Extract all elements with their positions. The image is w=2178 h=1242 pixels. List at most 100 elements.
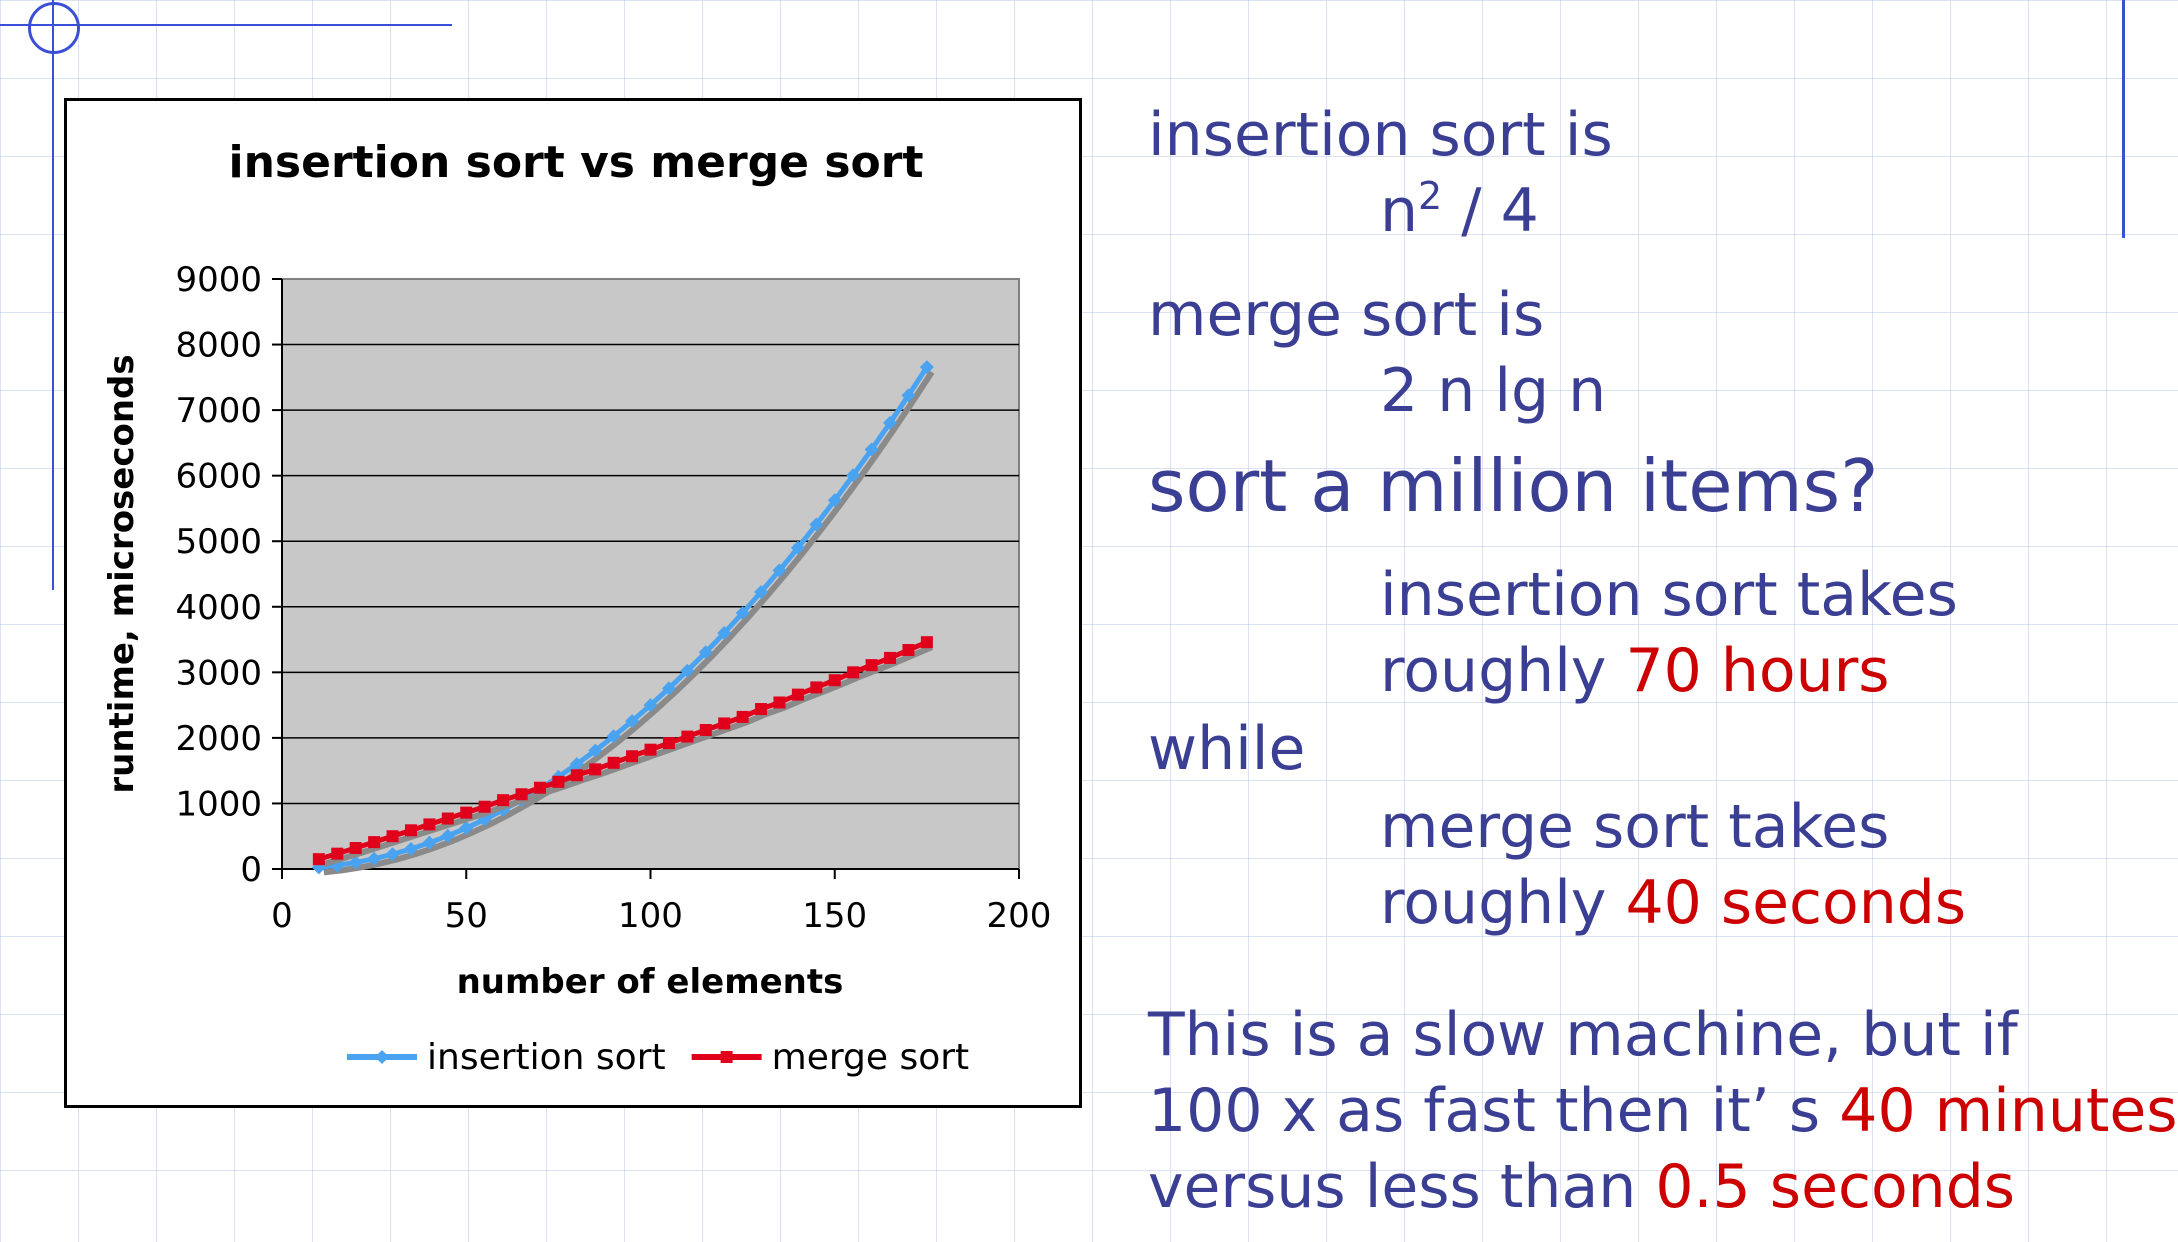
data-point-merge-sort (386, 830, 399, 843)
data-point-merge-sort (349, 842, 362, 855)
data-point-insertion-sort (754, 585, 769, 600)
plot-area (281, 278, 1020, 870)
data-point-merge-sort (607, 756, 620, 769)
data-point-insertion-sort (643, 698, 658, 713)
data-point-insertion-sort (883, 415, 898, 430)
corner-deco-horizontal-line (0, 24, 452, 26)
y-tick-label: 8000 (175, 326, 262, 366)
y-tick-label: 1000 (175, 784, 262, 824)
x-tick-label: 100 (618, 896, 683, 936)
data-point-merge-sort (552, 775, 565, 788)
y-tick-label: 0 (240, 850, 262, 890)
data-point-insertion-sort (459, 821, 474, 836)
series-shadow-merge-sort (322, 644, 934, 868)
legend-label-insertion-sort: insertion sort (427, 1037, 666, 1078)
data-point-insertion-sort (698, 645, 713, 660)
y-tick-label: 6000 (175, 457, 262, 497)
y-tick-label: 4000 (175, 588, 262, 628)
x-tick-label: 50 (445, 896, 488, 936)
data-point-merge-sort (368, 836, 381, 849)
data-point-insertion-sort (367, 851, 382, 866)
x-tick-label: 0 (271, 896, 293, 936)
data-point-merge-sort (497, 794, 510, 807)
data-point-insertion-sort (790, 540, 805, 555)
data-point-insertion-sort (717, 626, 732, 640)
data-point-merge-sort (736, 710, 749, 723)
roughly-label: roughly (1380, 868, 1626, 938)
data-point-insertion-sort (827, 493, 842, 508)
data-point-merge-sort (847, 666, 860, 679)
legend: insertion sort merge sort (347, 1037, 969, 1078)
insertion-takes-line: insertion sort takes (1380, 560, 1958, 630)
data-point-merge-sort (404, 824, 417, 837)
versus-text: versus less than (1148, 1152, 1656, 1222)
data-point-insertion-sort (606, 729, 621, 744)
data-point-insertion-sort (588, 743, 603, 758)
series-merge-sort (312, 636, 934, 868)
insertion-fast-highlight: 40 minutes (1839, 1076, 2178, 1146)
gridlines (282, 343, 1019, 805)
data-point-merge-sort (718, 717, 731, 730)
data-point-insertion-sort (772, 563, 787, 578)
y-tick-labels: 0 1000 2000 3000 4000 5000 6000 7000 8000 9000 (175, 260, 262, 890)
data-point-merge-sort (589, 763, 602, 776)
data-point-merge-sort (441, 812, 454, 825)
data-point-merge-sort (920, 636, 933, 649)
merge-sort-label: merge sort is (1148, 280, 1545, 350)
data-point-merge-sort (884, 651, 897, 664)
data-point-merge-sort (699, 724, 712, 737)
data-point-merge-sort (331, 847, 344, 860)
data-point-merge-sort (644, 743, 657, 756)
series-insertion-sort (311, 360, 935, 876)
y-tick-label: 2000 (175, 719, 262, 759)
insertion-sort-formula: n2 / 4 (1380, 174, 1539, 246)
data-point-merge-sort (626, 750, 639, 763)
data-point-insertion-sort (348, 855, 363, 870)
formula-rest: / 4 (1442, 176, 1539, 246)
data-point-merge-sort (515, 788, 528, 801)
y-tick-label: 3000 (175, 653, 262, 693)
series-layer (311, 360, 935, 876)
axes (272, 278, 1020, 879)
roughly-label: roughly (1380, 636, 1626, 706)
data-point-merge-sort (902, 644, 915, 657)
legend-marker-insertion-sort (375, 1050, 389, 1064)
chart-frame: insertion sort vs merge sort 0 1000 2000 30… (64, 98, 1082, 1108)
merge-time-highlight: 40 seconds (1625, 868, 1967, 938)
data-point-insertion-sort (901, 388, 916, 403)
versus-line: versus less than 0.5 seconds (1148, 1152, 2015, 1222)
x-tick-labels: 0 50 100 150 200 (271, 896, 1051, 936)
data-point-insertion-sort (422, 835, 437, 850)
legend-label-merge-sort: merge sort (772, 1037, 970, 1078)
insertion-roughly-line: roughly 70 hours (1380, 636, 1890, 706)
y-tick-label: 5000 (175, 522, 262, 562)
data-point-merge-sort (662, 737, 675, 750)
data-point-insertion-sort (440, 828, 455, 843)
series-line-merge-sort (318, 639, 928, 862)
data-point-merge-sort (533, 781, 546, 794)
data-point-merge-sort (312, 853, 325, 866)
data-point-insertion-sort (680, 663, 695, 678)
corner-deco-vertical-line (52, 0, 54, 590)
x-axis-title: number of elements (457, 962, 844, 1002)
data-point-insertion-sort (735, 605, 750, 620)
formula-n: n (1380, 176, 1419, 246)
y-tick-label: 9000 (175, 260, 262, 300)
data-point-insertion-sort (385, 847, 400, 862)
data-point-insertion-sort (569, 757, 584, 772)
x-tick-label: 150 (802, 896, 867, 936)
chart-title: insertion sort vs merge sort (229, 137, 924, 188)
fast-machine-line: 100 x as fast then it’ s 40 minutes (1148, 1076, 2178, 1146)
insertion-time-highlight: 70 hours (1625, 636, 1890, 706)
insertion-sort-label: insertion sort is (1148, 100, 1613, 170)
data-point-merge-sort (773, 696, 786, 709)
formula-exponent: 2 (1418, 174, 1443, 218)
slow-machine-line: This is a slow machine, but if (1148, 1000, 2018, 1070)
x-tick-label: 200 (987, 896, 1052, 936)
data-point-merge-sort (570, 769, 583, 782)
data-point-merge-sort (478, 800, 491, 813)
data-point-insertion-sort (403, 841, 418, 856)
data-point-insertion-sort (809, 517, 824, 532)
while-label: while (1148, 714, 1306, 784)
data-point-merge-sort (791, 688, 804, 701)
